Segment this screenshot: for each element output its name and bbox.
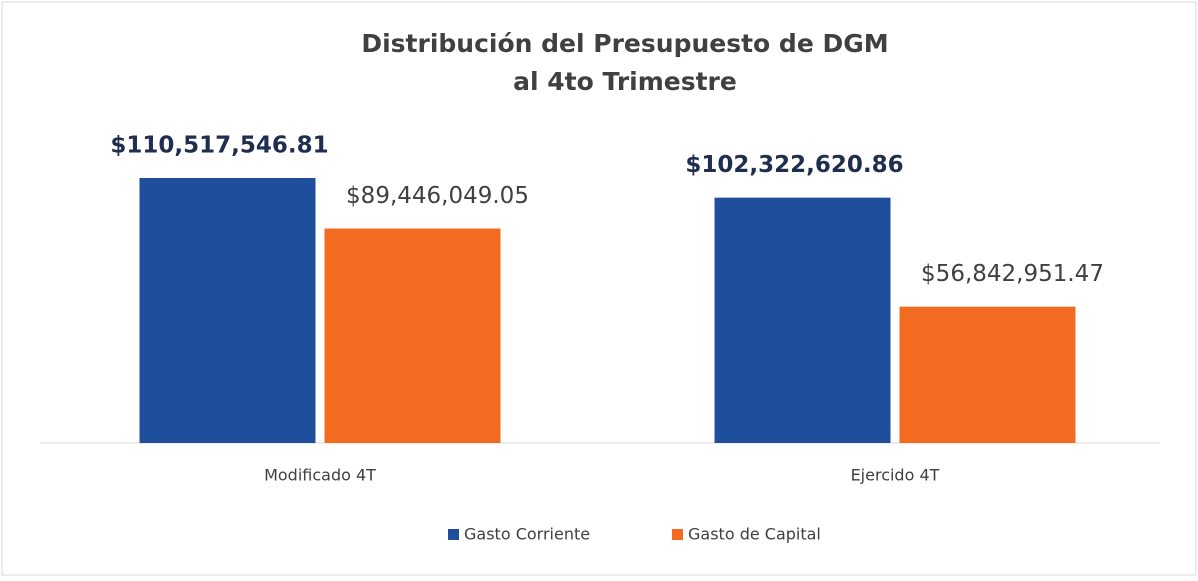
chart-title: Distribución del Presupuesto de DGM (361, 29, 888, 58)
value-label: $56,842,951.47 (921, 261, 1104, 287)
legend-label: Gasto Corriente (464, 525, 590, 544)
x-tick-label: Ejercido 4T (851, 466, 940, 485)
bar (714, 197, 891, 443)
chart-title: al 4to Trimestre (513, 67, 737, 96)
x-tick-label: Modificado 4T (264, 466, 376, 485)
bar (324, 228, 501, 443)
legend-swatch (672, 529, 683, 540)
legend-label: Gasto de Capital (688, 525, 821, 544)
value-label: $110,517,546.81 (110, 133, 328, 159)
legend-swatch (448, 529, 459, 540)
bar (139, 178, 316, 443)
bar (899, 306, 1076, 443)
value-label: $102,322,620.86 (685, 152, 903, 178)
value-label: $89,446,049.05 (346, 183, 529, 209)
